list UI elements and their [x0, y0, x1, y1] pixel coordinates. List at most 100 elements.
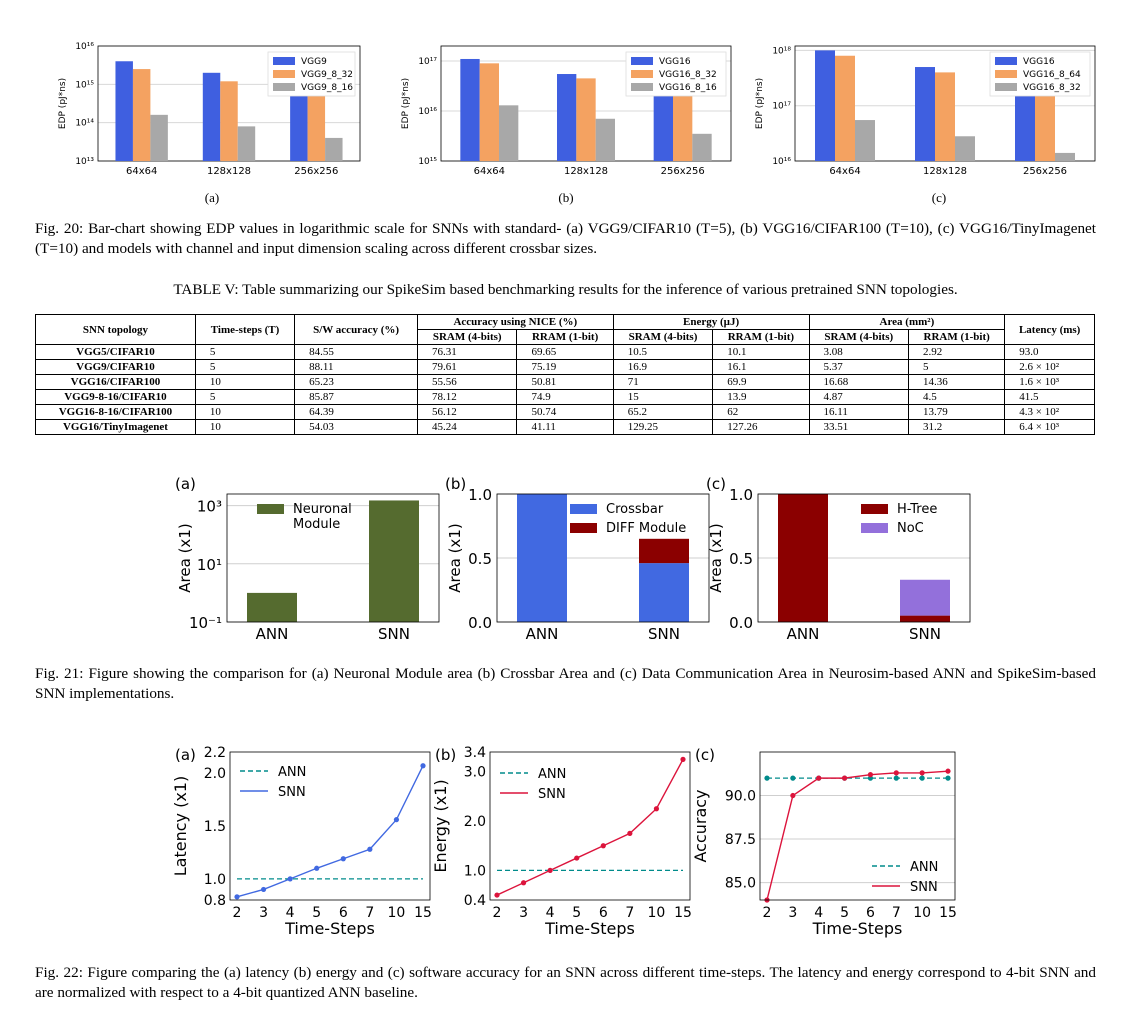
- table-cell: 6.4 × 10³: [1004, 419, 1095, 435]
- snn-point: [680, 756, 686, 762]
- legend-label: SNN: [538, 787, 566, 802]
- table-cell: 55.56: [416, 374, 518, 390]
- fig22a-chart: (a) 0.8 1.0 1.5 2.0 2.2 2 3 4 5 6 7 10 15 Time-Steps La…: [172, 745, 432, 938]
- ann-point: [893, 775, 899, 781]
- snn-point: [816, 775, 822, 781]
- table-cell: 10.5: [612, 344, 714, 360]
- table-cell: 129.25: [612, 419, 714, 435]
- legend-swatch: [861, 504, 888, 514]
- table-cell: 50.81: [516, 374, 614, 390]
- table-cell: 15: [612, 389, 714, 405]
- table-cell: 85.87: [294, 389, 418, 405]
- table-cell: 4.87: [808, 389, 910, 405]
- table-cell: 5: [194, 359, 296, 375]
- legend-label: NoC: [897, 521, 924, 536]
- fig20-sublabel-c: (c): [931, 190, 947, 205]
- snn-series-line: [496, 759, 684, 896]
- table-cell: 69.65: [516, 344, 614, 360]
- y-tick-label: 1.0: [204, 872, 226, 888]
- table5-body: VGG5/CIFAR10 5 84.55 76.31 69.65 10.5 10.1 3.08…: [35, 344, 1095, 435]
- th-energy: Energy (µJ): [612, 314, 810, 330]
- y-tick-label: 10¹: [197, 556, 222, 574]
- table-cell: 54.03: [294, 419, 418, 435]
- x-tick-label: 64x64: [829, 166, 860, 177]
- snn-point: [367, 846, 373, 852]
- th-nice: Accuracy using NICE (%): [416, 314, 614, 330]
- fig21b-chart: (b) 0.0 0.5 1.0 Area (x1) ANN SNN Crossbar DIFF …: [445, 475, 710, 643]
- x-tick-label: 3: [788, 905, 797, 921]
- x-tick-label: 4: [546, 905, 555, 921]
- fig20-sublabel-b: (b): [558, 190, 574, 205]
- bar: [639, 538, 689, 564]
- table-cell: 10: [194, 404, 296, 420]
- table-row: VGG16/TinyImagenet 10 54.03 45.24 41.11 129.2…: [35, 419, 1095, 435]
- x-tick-label: 128x128: [923, 166, 967, 177]
- x-tick-label: 15: [674, 905, 692, 921]
- table-row: VGG9/CIFAR10 5 88.11 79.61 75.19 16.9 16.1 5.37…: [35, 359, 1095, 375]
- table-cell: 5: [194, 344, 296, 360]
- table-cell: 71: [612, 374, 714, 390]
- th-nice-rram: RRAM (1-bit): [516, 329, 614, 345]
- table-cell-topology: VGG16/CIFAR100: [35, 374, 196, 390]
- panel-label: (a): [175, 746, 196, 764]
- bar: [673, 93, 693, 161]
- fig21-caption: Fig. 21: Figure showing the comparison f…: [35, 665, 1096, 702]
- legend-swatch: [631, 57, 653, 65]
- table-cell: 3.08: [808, 344, 910, 360]
- x-tick-label: 6: [339, 905, 348, 921]
- plot-frame: [757, 493, 971, 623]
- x-axis-label: Time-Steps: [544, 919, 635, 938]
- y-tick-label: 10¹⁶: [418, 107, 437, 117]
- table-cell: 84.55: [294, 344, 418, 360]
- table-cell-topology: VGG5/CIFAR10: [35, 344, 196, 360]
- snn-point: [260, 886, 267, 893]
- table-cell-topology: VGG9/CIFAR10: [35, 359, 196, 375]
- table-cell: 69.9: [712, 374, 810, 390]
- bar: [1035, 89, 1055, 161]
- snn-point: [627, 830, 633, 836]
- legend-label: VGG16_8_32: [659, 70, 717, 80]
- fig20-sublabel-a: (a): [204, 190, 220, 205]
- table5-title: TABLE V: Table summarizing our SpikeSim …: [173, 281, 958, 298]
- x-tick-label: 4: [286, 905, 295, 921]
- table-cell: 41.5: [1004, 389, 1095, 405]
- y-tick-label: 1.5: [204, 819, 226, 835]
- plot-frame: [226, 493, 440, 623]
- th-area-sram: SRAM (4-bits): [808, 329, 910, 345]
- x-tick-label: SNN: [909, 625, 941, 643]
- bar: [479, 63, 499, 161]
- x-tick-label: SNN: [378, 625, 410, 643]
- x-tick-label: 256x256: [1023, 166, 1067, 177]
- y-tick-label: 0.0: [468, 614, 492, 632]
- y-tick-label: 3.4: [464, 745, 486, 761]
- snn-point: [547, 867, 553, 873]
- legend-swatch: [995, 57, 1017, 65]
- table-cell: 13.79: [908, 404, 1006, 420]
- fig22b-chart: (b) 0.4 1.0 2.0 3.0 3.4 2 3 4 5 6 7 10 15 Time-Steps En…: [432, 745, 692, 938]
- bar: [576, 78, 596, 161]
- y-tick-label: 10¹⁸: [772, 46, 791, 56]
- y-tick-label: 10¹⁶: [772, 157, 791, 167]
- x-tick-label: 256x256: [661, 166, 705, 177]
- bar: [557, 74, 577, 161]
- legend-swatch: [570, 504, 597, 514]
- x-tick-label: 6: [866, 905, 875, 921]
- x-tick-label: 7: [625, 905, 634, 921]
- legend-label: VGG16_8_64: [1023, 70, 1081, 80]
- x-tick-label: 4: [814, 905, 823, 921]
- ann-point: [764, 775, 770, 781]
- plot-frame: [489, 751, 691, 901]
- x-tick-label: 5: [312, 905, 321, 921]
- bar: [202, 72, 221, 161]
- y-tick-label: 10¹⁷: [772, 102, 791, 112]
- bar: [247, 592, 297, 622]
- y-tick-label: 3.0: [464, 765, 486, 781]
- bar: [132, 69, 151, 161]
- y-axis-label: EDP (pJ*ns): [58, 78, 68, 129]
- bar: [307, 92, 326, 161]
- table-cell: 75.19: [516, 359, 614, 375]
- bar: [499, 105, 519, 161]
- table-cell: 2.92: [908, 344, 1006, 360]
- x-tick-label: 5: [572, 905, 581, 921]
- y-tick-label: 85.0: [725, 876, 756, 892]
